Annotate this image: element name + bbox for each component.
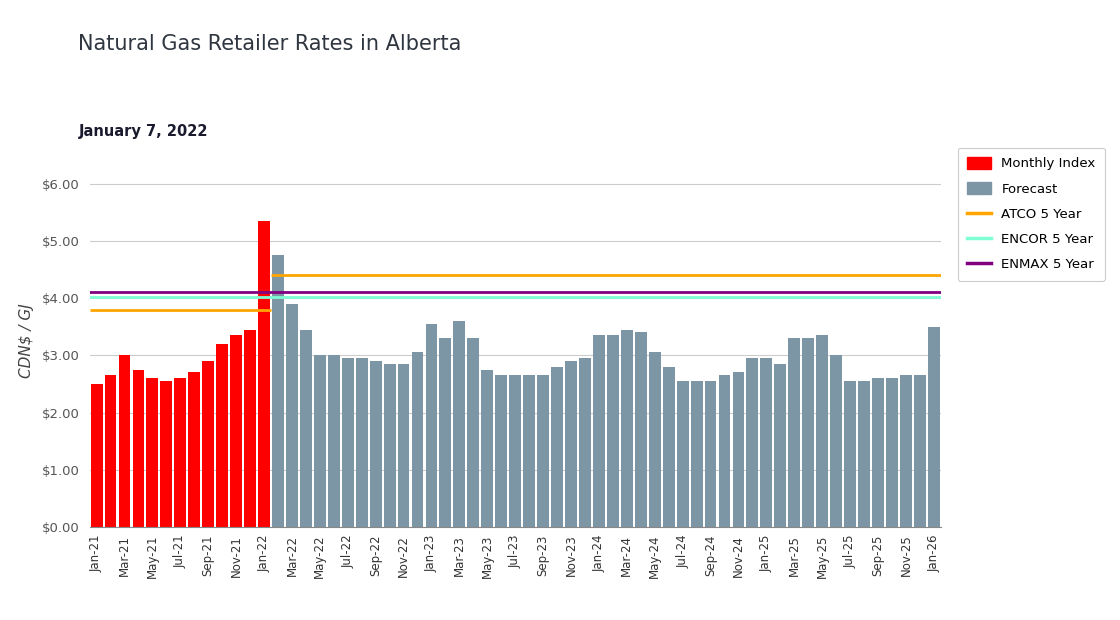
Bar bbox=[244, 330, 256, 527]
Bar bbox=[830, 355, 842, 527]
Bar bbox=[774, 364, 786, 527]
Bar bbox=[216, 344, 228, 527]
Bar bbox=[523, 375, 535, 527]
Legend: Monthly Index, Forecast, ATCO 5 Year, ENCOR 5 Year, ENMAX 5 Year: Monthly Index, Forecast, ATCO 5 Year, EN… bbox=[958, 148, 1104, 281]
Bar bbox=[91, 384, 103, 527]
Bar bbox=[663, 367, 674, 527]
Bar bbox=[691, 381, 702, 527]
Bar bbox=[732, 373, 745, 527]
Bar bbox=[704, 381, 717, 527]
Bar bbox=[160, 381, 172, 527]
Bar bbox=[607, 335, 619, 527]
Bar bbox=[886, 378, 898, 527]
Bar bbox=[788, 338, 800, 527]
Bar bbox=[900, 375, 912, 527]
Bar bbox=[844, 381, 856, 527]
Bar bbox=[188, 373, 200, 527]
Bar bbox=[467, 338, 479, 527]
Bar bbox=[760, 358, 773, 527]
Bar bbox=[203, 361, 214, 527]
Bar bbox=[579, 358, 591, 527]
Bar bbox=[231, 335, 242, 527]
Bar bbox=[816, 335, 828, 527]
Bar bbox=[314, 355, 326, 527]
Bar bbox=[747, 358, 758, 527]
Bar bbox=[482, 370, 493, 527]
Bar bbox=[411, 352, 423, 527]
Bar bbox=[147, 378, 158, 527]
Bar bbox=[258, 221, 270, 527]
Bar bbox=[566, 361, 577, 527]
Bar bbox=[132, 370, 144, 527]
Bar bbox=[454, 321, 465, 527]
Bar bbox=[426, 324, 438, 527]
Bar bbox=[592, 335, 605, 527]
Text: Natural Gas Retailer Rates in Alberta: Natural Gas Retailer Rates in Alberta bbox=[78, 34, 461, 55]
Bar bbox=[648, 352, 661, 527]
Bar bbox=[495, 375, 507, 527]
Bar bbox=[802, 338, 814, 527]
Bar bbox=[635, 332, 646, 527]
Bar bbox=[356, 358, 367, 527]
Bar bbox=[510, 375, 521, 527]
Bar bbox=[872, 378, 884, 527]
Bar bbox=[439, 338, 451, 527]
Y-axis label: CDN$ / GJ: CDN$ / GJ bbox=[19, 304, 34, 378]
Bar bbox=[719, 375, 730, 527]
Bar bbox=[551, 367, 563, 527]
Bar bbox=[620, 330, 633, 527]
Bar bbox=[342, 358, 354, 527]
Text: January 7, 2022: January 7, 2022 bbox=[78, 124, 208, 139]
Bar bbox=[538, 375, 549, 527]
Bar bbox=[104, 375, 116, 527]
Bar bbox=[286, 304, 298, 527]
Bar bbox=[676, 381, 689, 527]
Bar bbox=[119, 355, 130, 527]
Bar bbox=[384, 364, 395, 527]
Bar bbox=[300, 330, 311, 527]
Bar bbox=[370, 361, 382, 527]
Bar bbox=[914, 375, 926, 527]
Bar bbox=[175, 378, 186, 527]
Bar bbox=[927, 327, 940, 527]
Bar bbox=[328, 355, 339, 527]
Bar bbox=[398, 364, 410, 527]
Bar bbox=[272, 255, 283, 527]
Bar bbox=[858, 381, 870, 527]
